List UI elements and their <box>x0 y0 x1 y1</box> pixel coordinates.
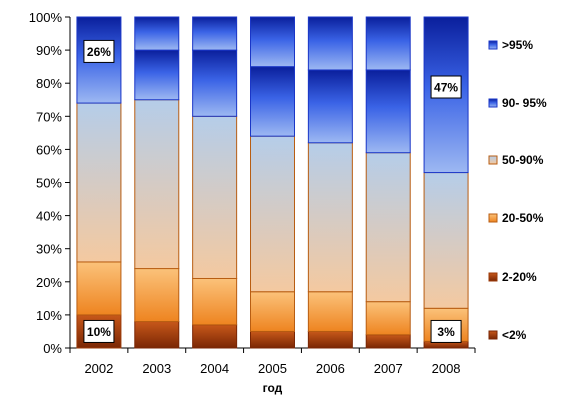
bar-segment <box>365 16 411 71</box>
bar-segment <box>307 69 353 144</box>
data-label-box <box>430 75 462 99</box>
bar-segment <box>192 115 238 279</box>
y-tick-label: 0% <box>43 341 62 356</box>
data-label: 26% <box>87 45 111 59</box>
y-tick-label: 20% <box>36 275 62 290</box>
legend-label: >95% <box>502 38 533 52</box>
bar-segment <box>365 301 411 336</box>
legend-swatch <box>488 98 498 108</box>
bar-segment <box>423 172 469 309</box>
x-axis-title: год <box>263 381 283 395</box>
x-tick-label: 2007 <box>374 361 403 376</box>
bar-segment <box>307 291 353 332</box>
y-tick-label: 70% <box>36 109 62 124</box>
x-tick-label: 2002 <box>84 361 113 376</box>
bar-segment <box>250 135 295 293</box>
y-tick-label: 60% <box>36 142 62 157</box>
legend-label: 90- 95% <box>502 96 547 110</box>
x-tick-label: 2008 <box>432 361 461 376</box>
bar-segment <box>192 16 238 51</box>
bar-segment <box>307 330 353 349</box>
bar-segment <box>307 16 353 71</box>
y-tick-label: 100% <box>29 10 63 25</box>
legend-label: 50-90% <box>502 153 544 167</box>
x-tick-label: 2004 <box>200 361 229 376</box>
y-tick-label: 30% <box>36 242 62 257</box>
y-tick-label: 40% <box>36 209 62 224</box>
bar-segment <box>250 66 295 137</box>
bar-segment <box>192 49 238 117</box>
bar-segment <box>134 321 180 349</box>
legend-swatch <box>488 40 498 50</box>
legend-swatch <box>488 213 498 223</box>
bar-segment <box>192 324 238 349</box>
data-label: 10% <box>87 325 111 339</box>
bar-segment <box>307 142 353 293</box>
data-label-box <box>83 39 115 63</box>
data-label-box <box>83 319 115 343</box>
legend-swatch <box>488 272 498 282</box>
y-tick-label: 50% <box>36 176 62 191</box>
legend-label: 20-50% <box>502 211 544 225</box>
bar-segment <box>134 16 180 51</box>
legend-label: 2-20% <box>502 270 537 284</box>
y-tick-label: 90% <box>36 43 62 58</box>
bar-segment <box>192 277 238 326</box>
bar-segment <box>134 49 180 101</box>
bar-segment <box>365 152 411 303</box>
legend-swatch <box>488 330 498 340</box>
bar-segment <box>365 69 411 154</box>
data-label: 3% <box>437 325 455 339</box>
bar-segment <box>250 16 295 68</box>
data-label: 47% <box>434 81 458 95</box>
bar-segment <box>76 261 122 316</box>
bar-segment <box>76 102 122 263</box>
x-tick-label: 2003 <box>142 361 171 376</box>
bar-segment <box>365 334 411 349</box>
bar-segment <box>134 268 180 323</box>
x-tick-label: 2006 <box>316 361 345 376</box>
bar-segment <box>250 330 295 349</box>
bar-segment <box>134 99 180 270</box>
y-tick-label: 10% <box>36 308 62 323</box>
data-label-box <box>430 319 462 343</box>
legend-label: <2% <box>502 328 527 342</box>
y-tick-label: 80% <box>36 76 62 91</box>
bar-segment <box>250 291 295 332</box>
x-tick-label: 2005 <box>258 361 287 376</box>
legend-swatch <box>488 155 498 165</box>
